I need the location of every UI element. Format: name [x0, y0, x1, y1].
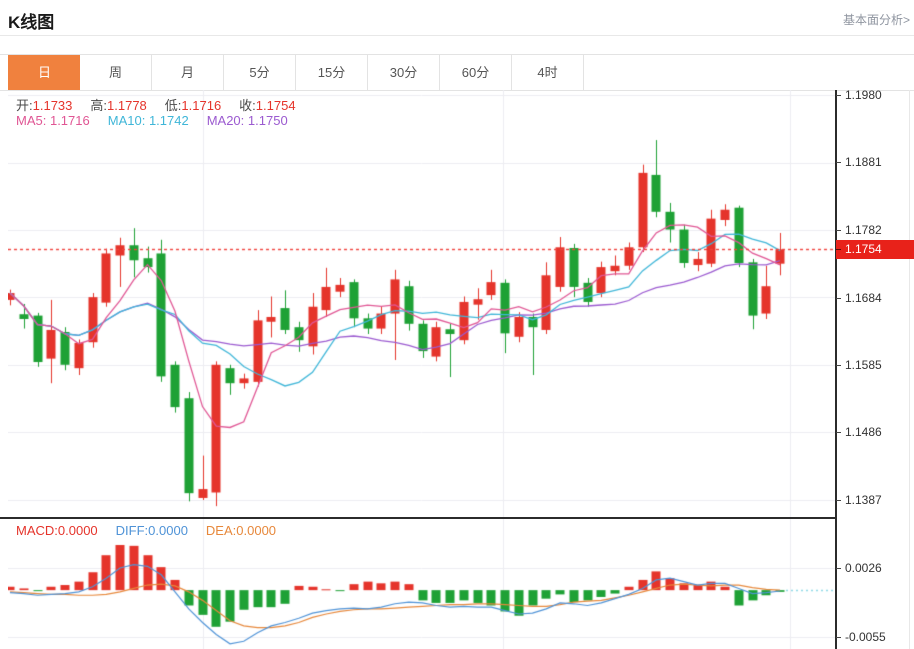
pane-separator — [0, 517, 836, 519]
ma5-item: MA5: 1.1716 — [16, 113, 90, 128]
y-tick-label: 1.1387 — [836, 492, 914, 508]
current-price-tag: 1.1754 — [836, 240, 914, 259]
y-tick-label: 1.1684 — [836, 290, 914, 306]
ma10-value: 1.1742 — [148, 113, 189, 128]
macd-item: MACD:0.0000 — [16, 523, 98, 538]
ma20-item: MA20: 1.1750 — [206, 113, 288, 128]
close-item: 收:1.1754 — [239, 98, 296, 113]
ma5-value: 1.1716 — [49, 113, 90, 128]
period-tabbar: 日 周 月 5分 15分 30分 60分 4时 — [0, 54, 914, 91]
tab-60min[interactable]: 60分 — [440, 55, 512, 90]
page-title: K线图 — [8, 13, 55, 32]
close-value: 1.1754 — [255, 98, 296, 113]
macd-info-row: MACD:0.0000 DIFF:0.0000 DEA:0.0000 — [16, 523, 276, 538]
open-item: 开:1.1733 — [16, 98, 73, 113]
tab-week[interactable]: 周 — [80, 55, 152, 90]
macd-value: 0.0000 — [57, 523, 98, 538]
low-value: 1.1716 — [181, 98, 222, 113]
tab-30min[interactable]: 30分 — [368, 55, 440, 90]
ma20-value: 1.1750 — [247, 113, 288, 128]
chart-outer-border — [909, 90, 910, 649]
high-item: 高:1.1778 — [90, 98, 147, 113]
y-tick-label: 1.1585 — [836, 357, 914, 373]
macd-tick-label: 0.0026 — [836, 560, 914, 576]
open-value: 1.1733 — [32, 98, 73, 113]
tab-4hour[interactable]: 4时 — [512, 55, 584, 90]
dea-value: 0.0000 — [236, 523, 277, 538]
tab-15min[interactable]: 15分 — [296, 55, 368, 90]
ohlc-info-row: 开:1.1733 高:1.1778 低:1.1716 收:1.1754 — [16, 95, 296, 114]
y-tick-label: 1.1486 — [836, 424, 914, 440]
dea-item: DEA:0.0000 — [205, 523, 277, 538]
ma-info-row: MA5: 1.1716 MA10: 1.1742 MA20: 1.1750 — [16, 113, 288, 128]
macd-tick-label: -0.0055 — [836, 629, 914, 645]
candlestick-chart-canvas[interactable] — [8, 90, 835, 517]
y-tick-label: 1.1782 — [836, 222, 914, 238]
diff-item: DIFF:0.0000 — [115, 523, 188, 538]
tab-5min[interactable]: 5分 — [224, 55, 296, 90]
tab-month[interactable]: 月 — [152, 55, 224, 90]
fundamental-analysis-link[interactable]: 基本面分析> — [842, 13, 910, 27]
low-item: 低:1.1716 — [164, 98, 222, 113]
y-tick-label: 1.1980 — [836, 87, 914, 103]
y-tick-label: 1.1881 — [836, 154, 914, 170]
ma10-item: MA10: 1.1742 — [107, 113, 189, 128]
header-divider — [0, 35, 914, 36]
tab-day[interactable]: 日 — [8, 55, 81, 90]
diff-value: 0.0000 — [148, 523, 188, 538]
macd-chart-canvas[interactable] — [8, 519, 835, 649]
y-axis-line — [835, 90, 837, 649]
high-value: 1.1778 — [107, 98, 147, 113]
